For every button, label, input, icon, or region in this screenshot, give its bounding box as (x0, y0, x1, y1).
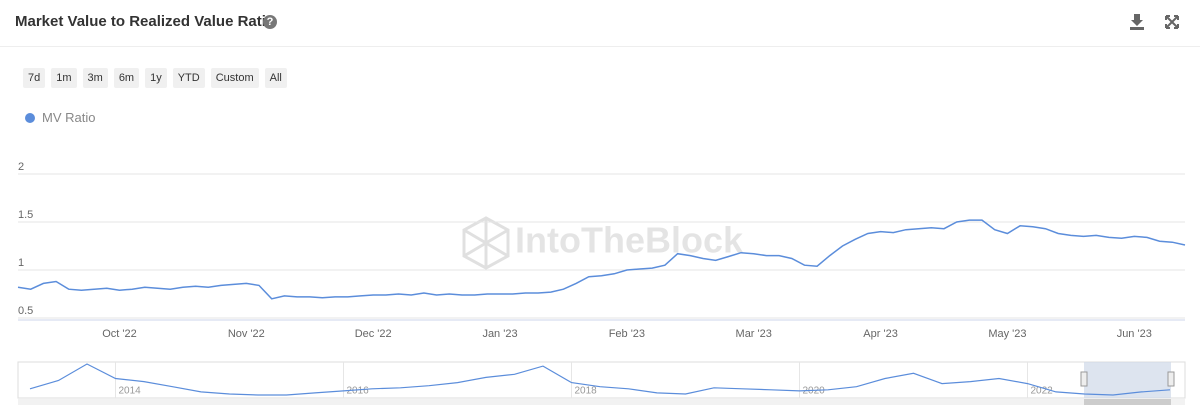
legend[interactable]: MV Ratio (25, 110, 95, 125)
range-button[interactable]: 3m (82, 68, 108, 88)
navigator-line (29, 363, 1171, 396)
navigator-label: 2018 (575, 386, 598, 397)
x-tick-label: Mar '23 (736, 328, 772, 340)
download-icon[interactable] (1130, 14, 1144, 30)
y-tick-label: 2 (18, 161, 24, 173)
scrollbar[interactable] (18, 399, 1185, 405)
help-icon[interactable]: ? (263, 15, 277, 29)
x-tick-label: Jan '23 (482, 328, 517, 340)
range-button[interactable]: All (264, 68, 287, 88)
navigator-label: 2020 (803, 386, 826, 397)
navigator-selection[interactable] (1084, 362, 1171, 398)
range-button[interactable]: 6m (113, 68, 140, 88)
navigator-label: 2016 (347, 386, 370, 397)
navigator-label: 2014 (119, 386, 142, 397)
navigator-frame (17, 361, 1186, 399)
range-button[interactable]: YTD (172, 68, 205, 88)
x-tick-label: Dec '22 (355, 328, 392, 340)
separator (0, 46, 1200, 47)
watermark: IntoTheBlock (515, 220, 744, 261)
x-tick-label: May '23 (988, 328, 1026, 340)
range-button[interactable]: 7d (23, 68, 46, 88)
x-tick-label: Feb '23 (609, 328, 645, 340)
x-tick-label: Apr '23 (863, 328, 898, 340)
navigator-handle[interactable] (1080, 371, 1088, 387)
line (17, 219, 1186, 300)
legend-marker (25, 112, 35, 123)
legend-label: MV Ratio (42, 110, 96, 125)
y-tick-label: 1 (18, 257, 24, 269)
range-button[interactable]: 1m (51, 68, 77, 88)
range-button[interactable]: Custom (210, 68, 259, 88)
x-tick-label: Nov '22 (228, 328, 265, 340)
y-tick-label: 0.5 (18, 305, 33, 317)
x-tick-label: Jun '23 (1117, 328, 1152, 340)
scrollbar-thumb[interactable] (1084, 399, 1171, 405)
range-button[interactable]: 1y (145, 68, 167, 88)
y-tick-label: 1.5 (18, 209, 33, 221)
watermark-logo (462, 216, 510, 270)
navigator-handle[interactable] (1167, 371, 1175, 387)
navigator-label: 2022 (1031, 386, 1054, 397)
fullscreen-icon[interactable] (1165, 15, 1179, 29)
x-tick-label: Oct '22 (102, 328, 137, 340)
range-buttons: 7d 1m 3m 6m 1y YTD Custom All (23, 68, 287, 88)
chart-title: Market Value to Realized Value Ratio (15, 13, 276, 30)
